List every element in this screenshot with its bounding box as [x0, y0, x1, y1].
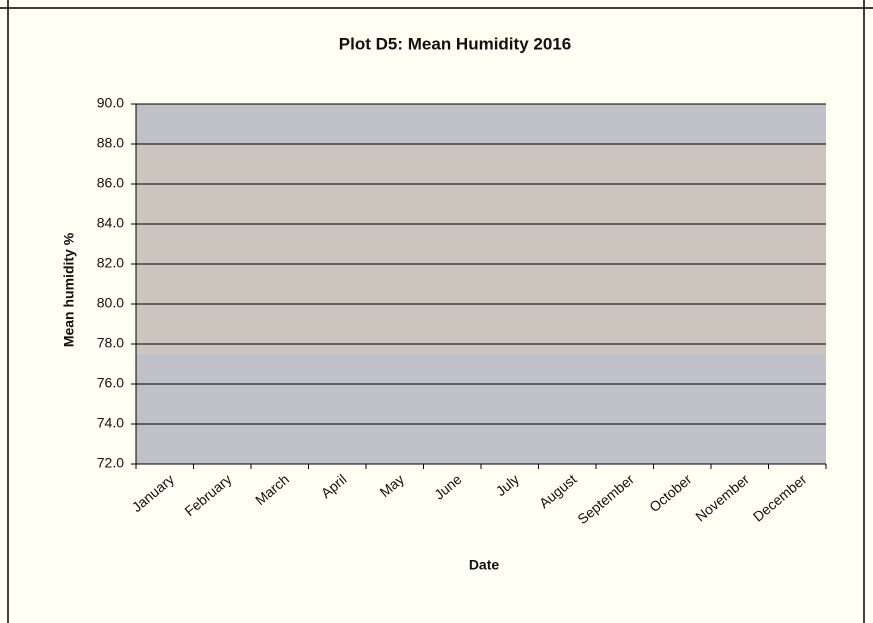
shaded-band [136, 144, 826, 354]
y-tick-label: 84.0 [97, 215, 124, 231]
y-tick-label: 74.0 [97, 415, 124, 431]
y-tick-label: 76.0 [97, 375, 124, 391]
y-tick-label: 86.0 [97, 175, 124, 191]
y-tick-label: 88.0 [97, 135, 124, 151]
y-tick-label: 82.0 [97, 255, 124, 271]
x-axis-title: Date [469, 557, 500, 573]
y-tick-label: 80.0 [97, 295, 124, 311]
y-tick-label: 78.0 [97, 335, 124, 351]
chart-title: Plot D5: Mean Humidity 2016 [339, 34, 571, 53]
y-tick-label: 72.0 [97, 455, 124, 471]
y-tick-label: 90.0 [97, 95, 124, 111]
y-axis-title: Mean humidity % [61, 232, 77, 347]
